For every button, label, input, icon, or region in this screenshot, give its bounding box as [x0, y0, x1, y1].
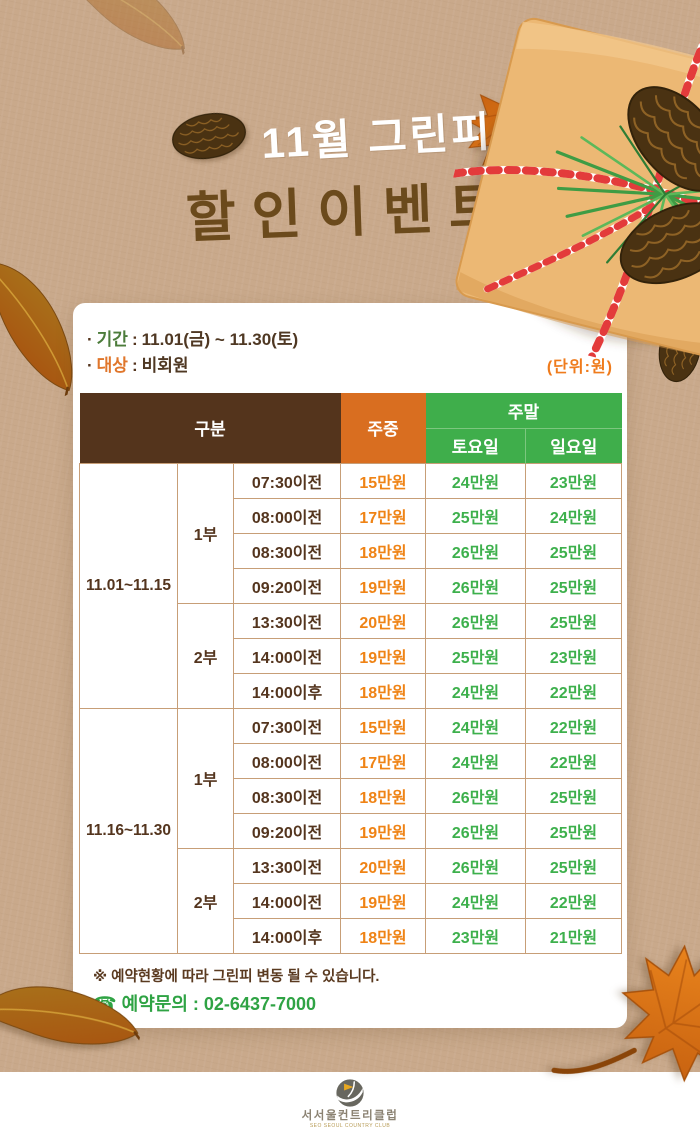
table-row: 2부 13:30이전 20만원 26만원 25만원 [80, 602, 623, 709]
header-weekend: 주말 [425, 393, 622, 429]
period-line: · 기간:11.01(금) ~ 11.30(토) [87, 330, 299, 349]
table-row: 08:00이전 17만원 25만원 24만원 [80, 497, 623, 534]
table-row: 14:00이전 19만원 25만원 23만원 [80, 637, 623, 674]
header-weekday: 주중 [340, 393, 426, 463]
period-label: 기간 [96, 330, 128, 349]
footer-notes: ※ 예약현황에 따라 그린피 변동 될 수 있습니다. ☎ 예약문의 : 02-6… [93, 965, 621, 1016]
part-label: 1부 [177, 462, 234, 604]
table-row: 2부 13:30이전 20만원 26만원 25만원 [80, 847, 623, 954]
telephone-icon: ☎ [93, 993, 117, 1015]
table-row: 14:00이전 19만원 24만원 22만원 [80, 882, 623, 919]
target-line: · 대상: 비회원 [87, 356, 189, 375]
header-category: 구분 [79, 393, 341, 463]
club-name-korean: 서서울컨트리클럽 [301, 1110, 399, 1122]
title-line2: 할인이벤트 [185, 177, 516, 249]
disclaimer-text: ※ 예약현황에 따라 그린피 변동 될 수 있습니다. [93, 968, 380, 985]
date-range: 11.01~11.15 [79, 462, 178, 709]
unit-note: (단위:원) [546, 359, 613, 376]
part-label: 2부 [177, 847, 234, 954]
event-info: · 기간:11.01(금) ~ 11.30(토) · 대상: 비회원 [87, 327, 621, 379]
bullet-dot: · [87, 330, 93, 349]
period-value: 11.01(금) ~ 11.30(토) [141, 330, 299, 349]
phone-line: ☎ 예약문의 : 02-6437-7000 [93, 990, 621, 1016]
price-table: 구분 주중 주말 토요일 일요일 11.01~11.15 1부 07:30이전 … [79, 393, 623, 954]
table-row: 09:20이전 19만원 26만원 25만원 [80, 812, 623, 849]
bullet-dot: · [87, 356, 93, 375]
table-row: 08:00이전 17만원 24만원 22만원 [80, 742, 623, 779]
table-row: 08:30이전 18만원 26만원 25만원 [80, 532, 623, 569]
header-saturday: 토요일 [425, 428, 527, 463]
date-range: 11.16~11.30 [79, 707, 178, 954]
table-row: 08:30이전 18만원 26만원 25만원 [80, 777, 623, 814]
target-value: 비회원 [141, 356, 189, 375]
target-label: 대상 [96, 356, 128, 375]
table-row: 11.01~11.15 1부 07:30이전 15만원 24만원 23만원 [79, 462, 623, 709]
part-label: 1부 [177, 707, 234, 849]
page-footer: 서서울컨트리클럽 SEO SEOUL COUNTRY CLUB [0, 1072, 700, 1133]
club-name-english: SEO SEOUL COUNTRY CLUB [309, 1123, 391, 1129]
header-sunday: 일요일 [525, 428, 622, 463]
table-row: 11.16~11.30 1부 07:30이전 15만원 24만원 22만원 [79, 707, 623, 954]
part-label: 2부 [177, 602, 234, 709]
price-card: · 기간:11.01(금) ~ 11.30(토) · 대상: 비회원 (단위:원) 구… [73, 303, 627, 1028]
table-row: 14:00이후 18만원 24만원 22만원 [80, 672, 623, 709]
phone-label: 예약문의 : 02-6437-7000 [121, 993, 317, 1014]
club-logo-icon [333, 1076, 367, 1110]
